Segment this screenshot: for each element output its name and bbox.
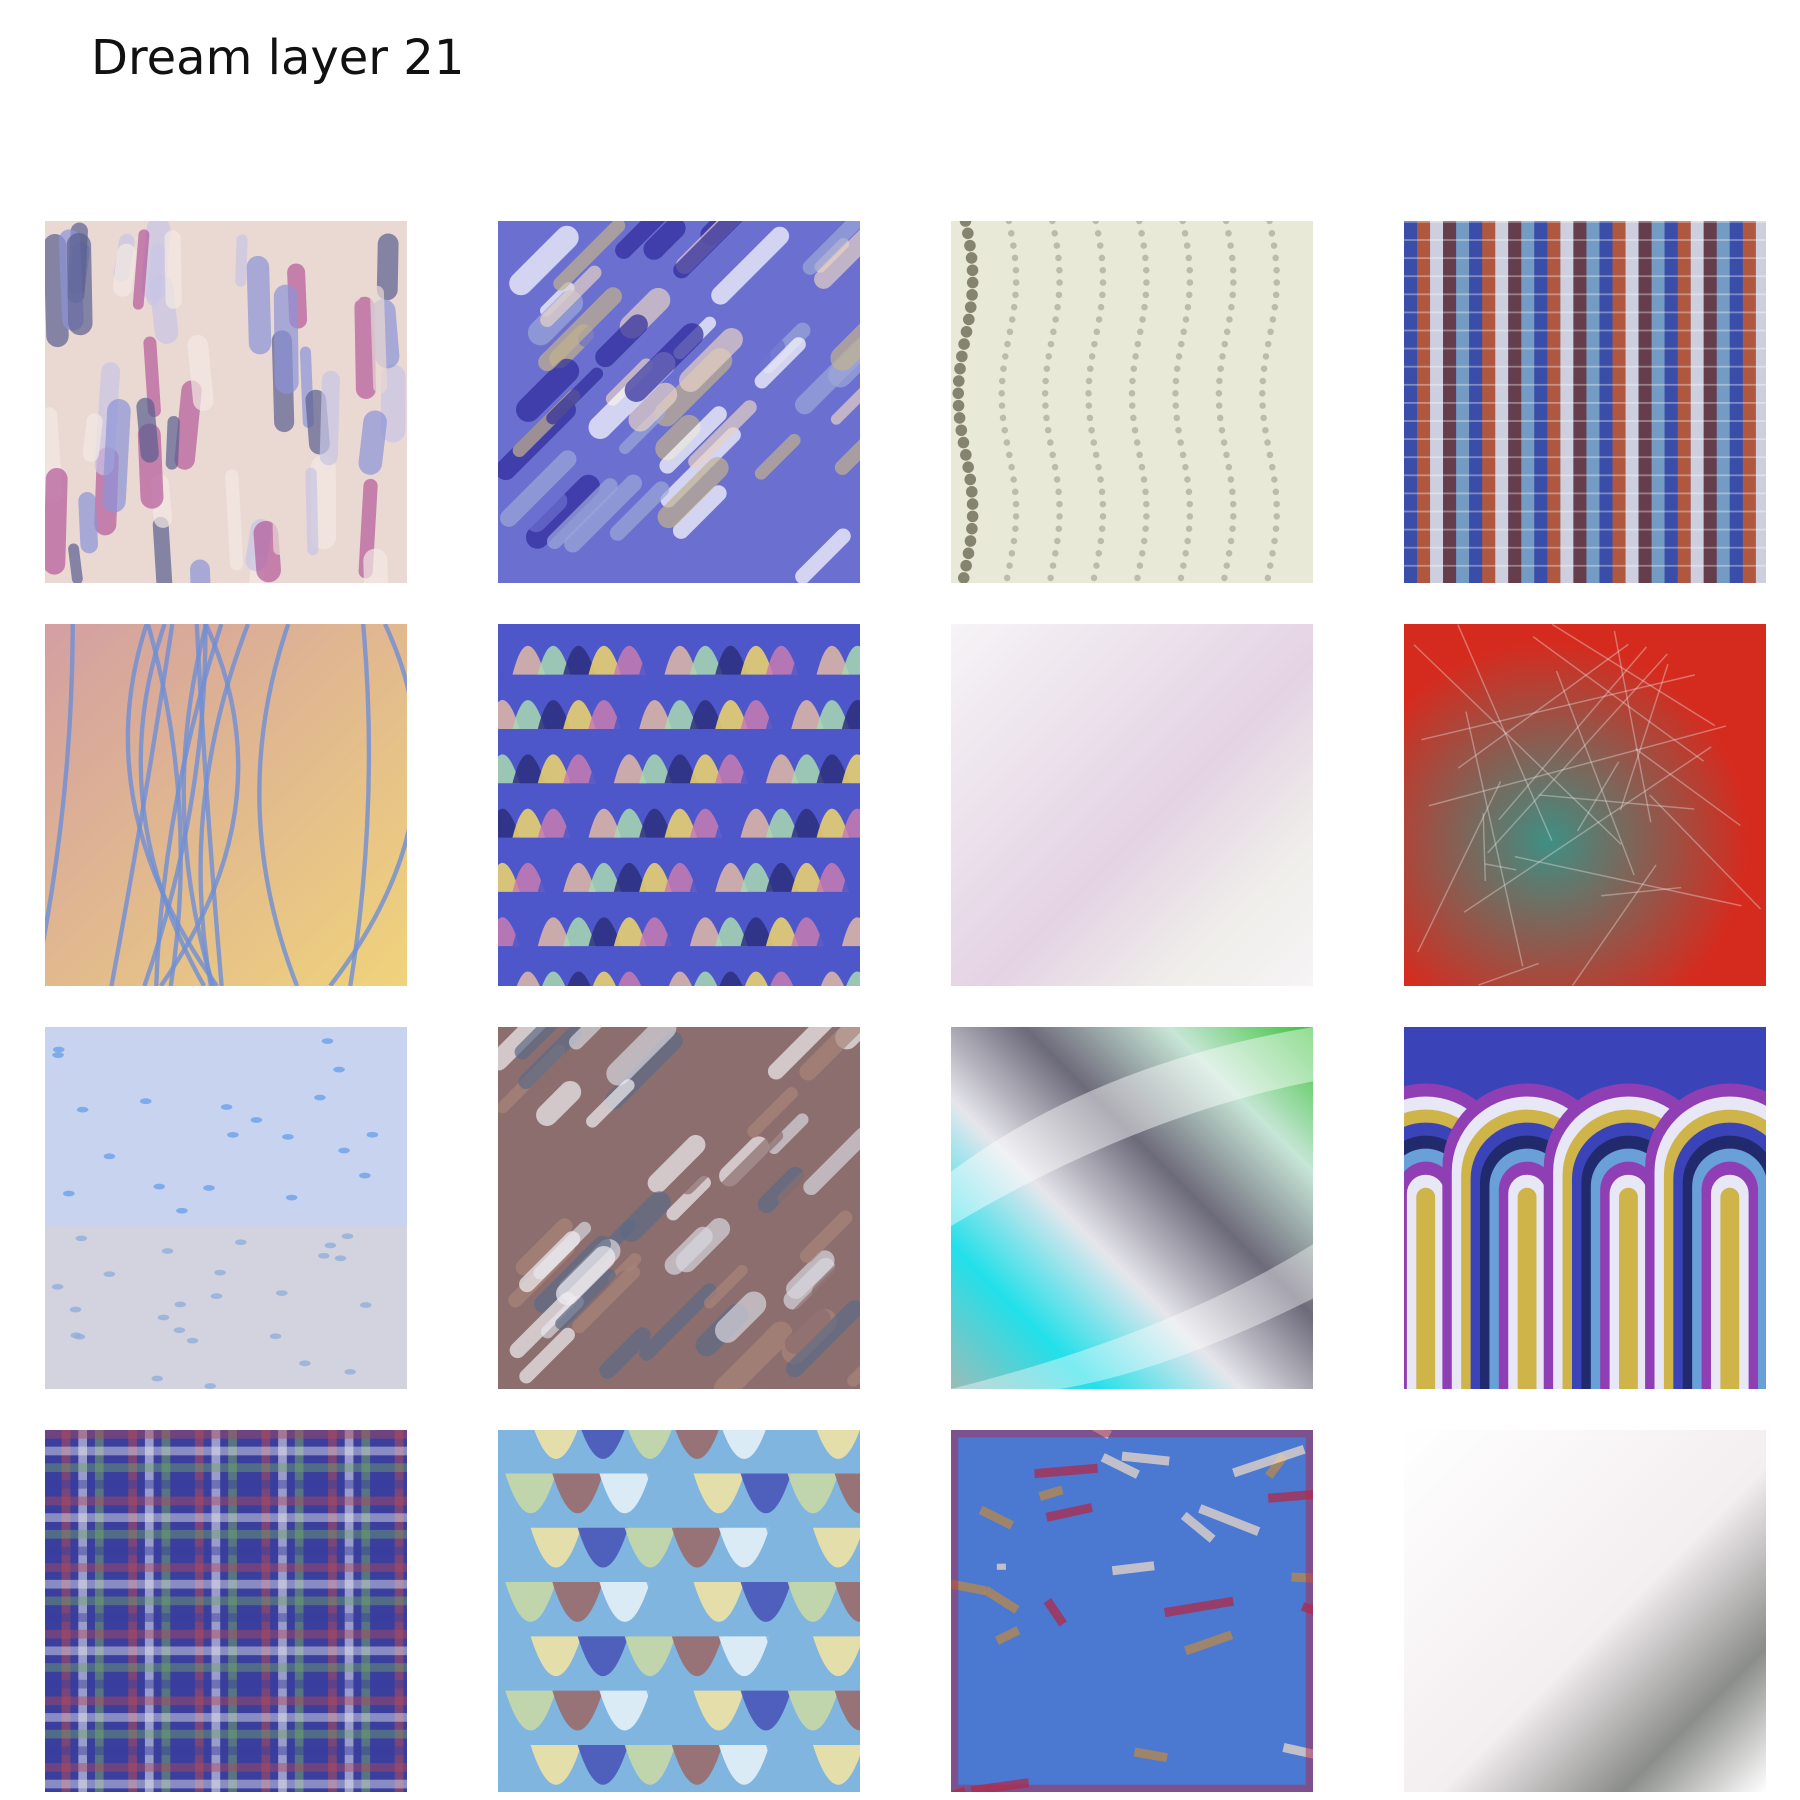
dream-tile	[1404, 221, 1766, 583]
dream-tile-image	[45, 624, 407, 986]
dream-tile	[45, 1027, 407, 1389]
dream-tile	[1404, 624, 1766, 986]
dream-tile	[951, 1027, 1313, 1389]
dream-tile-image	[498, 221, 860, 583]
dream-tile-image	[951, 1027, 1313, 1389]
figure-title: Dream layer 21	[91, 30, 465, 86]
dream-tile	[1404, 1430, 1766, 1792]
dream-tile	[498, 624, 860, 986]
dream-tile-image	[45, 1430, 407, 1792]
dream-tile-image	[45, 1027, 407, 1389]
dream-tile	[951, 624, 1313, 986]
dream-tile	[45, 1430, 407, 1792]
dream-tile-image	[498, 1430, 860, 1792]
dream-tile	[1404, 1027, 1766, 1389]
dream-tile	[951, 1430, 1313, 1792]
dream-tile-image	[1404, 624, 1766, 986]
dream-tile	[45, 624, 407, 986]
dream-tile	[498, 1027, 860, 1389]
dream-tile-image	[951, 221, 1313, 583]
dream-tile	[951, 221, 1313, 583]
dream-tile-image	[498, 1027, 860, 1389]
dream-tile	[45, 221, 407, 583]
dream-tile-image	[498, 624, 860, 986]
dream-tile-image	[1404, 221, 1766, 583]
dream-tile-image	[45, 221, 407, 583]
dream-tile-image	[951, 1430, 1313, 1792]
dream-tile-image	[951, 624, 1313, 986]
dream-tile-image	[1404, 1027, 1766, 1389]
dream-tile	[498, 1430, 860, 1792]
dream-tile-image	[1404, 1430, 1766, 1792]
dream-tile	[498, 221, 860, 583]
dream-tile-grid	[45, 221, 1767, 1792]
